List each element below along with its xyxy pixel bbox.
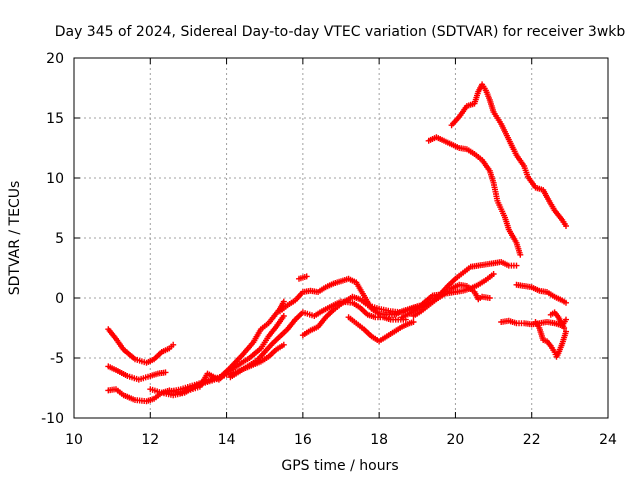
data-point (561, 325, 568, 331)
data-point (280, 298, 287, 305)
series-track-16 (513, 281, 569, 306)
data-point (170, 341, 177, 348)
data-point (563, 223, 569, 229)
x-tick-label: 22 (523, 432, 541, 448)
chart-title: Day 345 of 2024, Sidereal Day-to-day VTE… (55, 24, 626, 40)
data-point (303, 273, 310, 280)
x-tick-label: 24 (599, 432, 617, 448)
data-point (563, 299, 569, 306)
data-point (280, 341, 287, 348)
x-tick-label: 18 (370, 432, 388, 448)
tick-labels: 10 12 14 16 18 20 22 24 -10 -5 0 5 10 15 20 (41, 51, 617, 448)
x-tick-label: 10 (65, 432, 83, 448)
y-axis-label: SDTVAR / TECUs (7, 181, 23, 296)
y-tick-label: 20 (46, 51, 64, 67)
data-point (280, 313, 287, 319)
x-axis-label: GPS time / hours (281, 458, 398, 474)
data-point (517, 251, 524, 258)
series-track-10 (345, 314, 417, 345)
data-point (162, 369, 169, 376)
x-tick-label: 12 (141, 432, 159, 448)
y-tick-label: 5 (55, 231, 64, 247)
y-tick-label: 0 (55, 291, 64, 307)
data-point (490, 271, 497, 277)
y-tick-label: -5 (50, 351, 64, 367)
series-track-1 (105, 326, 177, 366)
series-track-8 (296, 273, 310, 282)
data-point (563, 328, 569, 335)
x-tick-label: 16 (294, 432, 312, 448)
series-track-17 (532, 319, 569, 360)
x-tick-label: 20 (447, 432, 465, 448)
series-track-14 (448, 81, 569, 229)
x-tick-label: 14 (218, 432, 236, 448)
series-track-18 (547, 309, 568, 331)
series-track-13 (425, 134, 524, 258)
grid (74, 58, 608, 418)
y-tick-label: 15 (46, 111, 64, 127)
data-points (105, 81, 569, 405)
y-tick-label: -10 (41, 411, 64, 427)
data-point (486, 295, 493, 301)
series-track-2 (105, 363, 169, 383)
data-point (410, 319, 417, 325)
data-point (563, 316, 569, 323)
data-point (513, 262, 520, 269)
plot-frame (73, 57, 609, 419)
y-tick-label: 10 (46, 171, 64, 187)
series-track-6 (227, 298, 409, 381)
series-track-12 (410, 281, 493, 319)
